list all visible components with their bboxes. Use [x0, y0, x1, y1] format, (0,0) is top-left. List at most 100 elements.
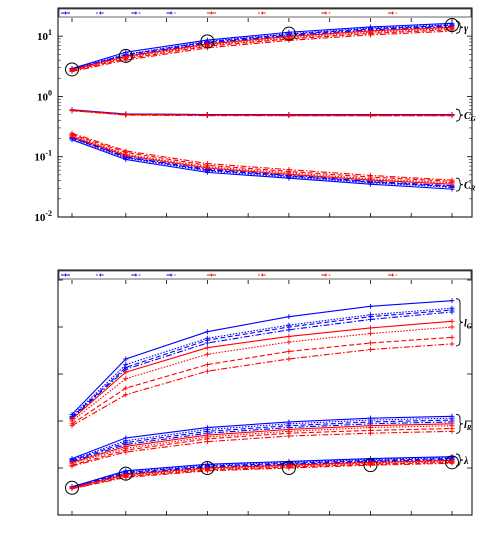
- series-point: [449, 309, 455, 315]
- series-line: [71, 457, 453, 488]
- series-point: [367, 347, 373, 353]
- series-point: [69, 463, 75, 469]
- legend-item: [131, 273, 141, 277]
- series-group: CR: [69, 130, 476, 193]
- group-label: lR: [464, 420, 472, 432]
- series-group: lR: [69, 413, 472, 469]
- group-brace: [455, 453, 464, 467]
- series-line: [71, 24, 453, 71]
- series-point: [123, 148, 129, 154]
- series-line: [71, 343, 453, 427]
- series-line: [71, 415, 453, 460]
- legend-item: [388, 11, 398, 15]
- series-point: [204, 329, 210, 335]
- series-line: [71, 427, 453, 466]
- series-line: [71, 423, 453, 463]
- group-brace: [455, 20, 464, 34]
- legend-marker: [64, 273, 67, 277]
- legend-item: [388, 273, 398, 277]
- plot-frame: [57, 7, 473, 218]
- series-point: [367, 340, 373, 346]
- series-point: [123, 369, 129, 375]
- series-point: [286, 314, 292, 320]
- series-point: [367, 32, 373, 38]
- clustering-coefficient-chart: 10-2 10-1 100 101 γ CG CR: [34, 7, 476, 224]
- series-line: [71, 336, 453, 425]
- series-line: [71, 29, 453, 71]
- legend-marker: [99, 273, 103, 277]
- legend-item: [131, 11, 141, 15]
- series-line: [71, 462, 453, 490]
- series-point: [204, 340, 210, 346]
- series-line: [71, 139, 453, 190]
- series-point: [449, 113, 455, 119]
- legend-marker: [391, 273, 395, 277]
- series-point: [69, 108, 75, 114]
- y-tick-label: 100: [37, 88, 52, 103]
- series-line: [71, 133, 453, 182]
- highlight-circle: [65, 480, 79, 495]
- series-line: [71, 311, 453, 419]
- y-tick-label: 101: [37, 28, 52, 43]
- series-point: [123, 385, 129, 391]
- legend-item: [206, 11, 216, 15]
- series-line: [71, 300, 453, 415]
- series-point: [286, 113, 292, 119]
- series-point: [123, 57, 129, 63]
- series-line: [71, 22, 453, 70]
- series-group: γ: [69, 20, 469, 74]
- series-point: [367, 462, 373, 468]
- series-line: [71, 309, 453, 418]
- series-line: [71, 136, 453, 185]
- highlight-circle: [445, 18, 459, 33]
- series-point: [69, 486, 75, 492]
- legend-marker: [209, 11, 213, 15]
- legend-marker: [209, 273, 213, 277]
- series-point: [449, 428, 455, 434]
- legend-item: [96, 11, 106, 15]
- series-line: [71, 27, 453, 71]
- series-line: [71, 132, 453, 181]
- series-point: [286, 465, 292, 471]
- highlight-circle: [445, 455, 459, 470]
- legend-item: [321, 273, 331, 277]
- highlight-circle: [118, 48, 133, 63]
- legend-item: [257, 273, 267, 277]
- legend-item: [257, 11, 267, 15]
- series-point: [69, 68, 75, 74]
- legend-marker: [391, 11, 395, 15]
- legend-item: [96, 273, 106, 277]
- series-point: [69, 130, 75, 136]
- legend-item: [166, 11, 176, 15]
- series-line: [71, 461, 453, 490]
- series-line: [71, 425, 453, 464]
- series-group: lG: [69, 298, 472, 429]
- legend-item: [61, 273, 70, 277]
- series-line: [71, 307, 453, 417]
- group-brace: [455, 298, 464, 347]
- series-line: [71, 460, 453, 489]
- series-point: [123, 449, 129, 455]
- legend-item: [206, 273, 216, 277]
- highlight-circle: [65, 62, 79, 77]
- series-point: [286, 339, 292, 345]
- series-point: [367, 172, 373, 178]
- plot-frame: [57, 269, 473, 516]
- group-label: λ: [463, 456, 469, 467]
- series-point: [449, 318, 455, 324]
- legend-item: [166, 273, 176, 277]
- highlight-circle: [118, 466, 133, 481]
- series-group: λ: [69, 453, 469, 492]
- highlight-circle: [281, 461, 296, 475]
- series-point: [286, 333, 292, 339]
- series-point: [204, 468, 210, 474]
- series-point: [449, 334, 455, 340]
- series-point: [123, 112, 129, 118]
- legend-item: [321, 11, 331, 15]
- series-line: [71, 137, 453, 188]
- series-point: [204, 113, 210, 119]
- group-brace: [455, 108, 464, 122]
- series-line: [71, 458, 453, 489]
- highlight-circle: [200, 461, 215, 475]
